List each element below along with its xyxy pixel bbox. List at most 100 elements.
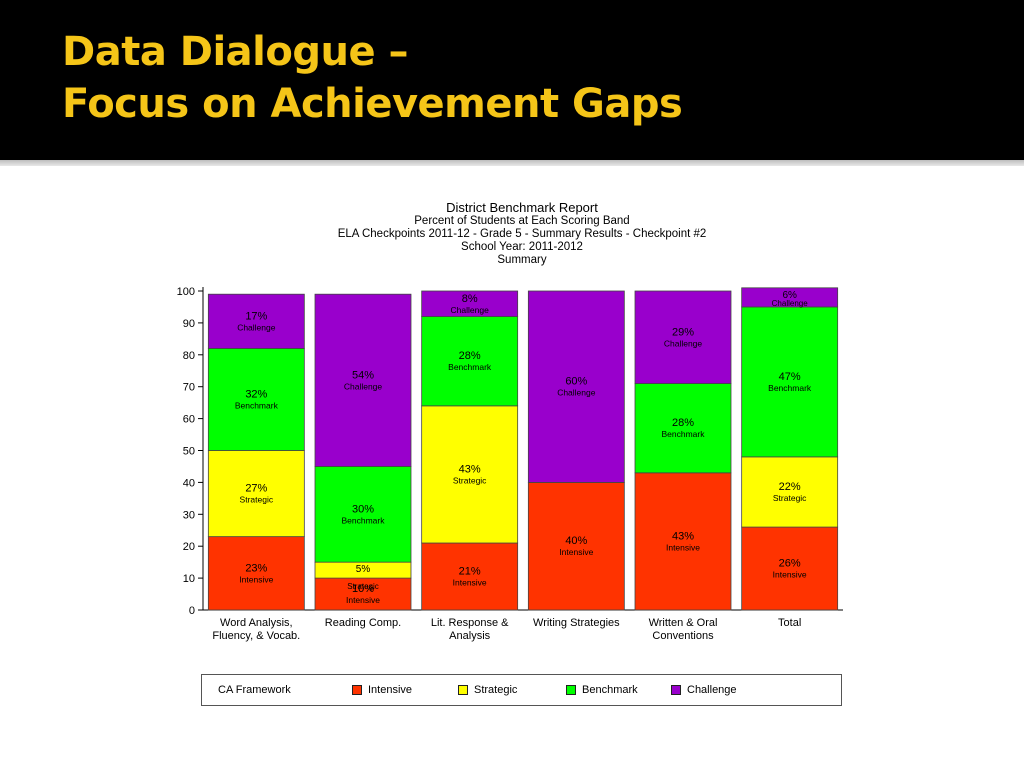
legend-swatch-intensive (352, 685, 362, 695)
data-label: 29% (672, 326, 694, 338)
slide-title-line-1: Data Dialogue – (62, 29, 409, 75)
report-title: District Benchmark Report (446, 200, 598, 215)
y-tick-label: 60 (183, 414, 195, 426)
data-label: 47% (779, 371, 801, 383)
data-label: 40% (565, 535, 587, 547)
x-tick-label: Fluency, & Vocab. (212, 630, 300, 642)
data-label: 28% (459, 350, 481, 362)
y-tick-label: 10 (183, 573, 195, 585)
data-label-band: Challenge (557, 388, 596, 398)
legend-item-challenge: Challenge (671, 684, 737, 696)
legend-label-intensive: Intensive (368, 684, 413, 696)
bar-segment (421, 542, 519, 611)
data-label-band: Challenge (772, 299, 809, 308)
x-tick-label: Writing Strategies (533, 617, 620, 629)
header-divider (0, 160, 1024, 166)
y-tick-label: 0 (189, 605, 195, 617)
x-tick-label: Conventions (652, 630, 714, 642)
data-label-band: Strategic (240, 495, 274, 505)
data-label-band: Benchmark (662, 429, 706, 439)
x-tick-label: Lit. Response & (431, 617, 509, 629)
bar-segment (207, 536, 305, 611)
data-label: 32% (245, 388, 267, 400)
bar-segment (421, 316, 519, 407)
report-subtitle-1: Percent of Students at Each Scoring Band (414, 215, 630, 227)
chart-legend: CA Framework Intensive Strategic Benchma… (201, 674, 842, 706)
bar-segment (634, 290, 732, 384)
data-label-band: Benchmark (448, 362, 492, 372)
legend-item-intensive: Intensive (352, 684, 412, 696)
report-subtitle-4: Summary (497, 254, 547, 266)
bar-segment (634, 472, 732, 611)
y-tick-label: 50 (183, 446, 195, 458)
data-label: 21% (459, 566, 481, 578)
bar-segment (527, 481, 625, 611)
data-label: 10% (352, 583, 374, 595)
y-tick-label: 30 (183, 509, 195, 521)
bar-segment (741, 287, 839, 308)
slide-title-line-2: Focus on Achievement Gaps (62, 81, 683, 127)
bar-segment (634, 383, 732, 474)
bar-segment (421, 405, 519, 544)
legend-swatch-challenge (671, 685, 681, 695)
data-label: 5% (356, 564, 371, 575)
slide-header (0, 0, 1024, 160)
bar-segment (741, 456, 839, 528)
data-label-band: Intensive (346, 595, 380, 605)
data-label-band: Intensive (666, 542, 700, 552)
data-label: 6% (782, 290, 797, 301)
y-tick-label: 20 (183, 541, 195, 553)
data-label-band: Challenge (451, 305, 490, 315)
data-label: 60% (565, 376, 587, 388)
y-tick-label: 90 (183, 318, 195, 330)
legend-label-strategic: Strategic (474, 684, 518, 696)
bar-segment (421, 290, 519, 317)
data-label-band: Challenge (664, 338, 703, 348)
data-label-band: Intensive (559, 547, 593, 557)
data-label: 22% (779, 481, 801, 493)
y-tick-label: 80 (183, 350, 195, 362)
report-titles: District Benchmark Report Percent of Stu… (322, 200, 722, 267)
data-label: 17% (245, 310, 267, 322)
legend-swatch-strategic (458, 685, 468, 695)
data-label-band: Strategic (453, 475, 487, 485)
bar-segment (207, 348, 305, 451)
data-label: 30% (352, 503, 374, 515)
bar-segment (207, 293, 305, 349)
data-label: 8% (462, 293, 478, 305)
bar-segment (314, 466, 412, 563)
data-label-band: Intensive (239, 574, 273, 584)
data-label-band: Strategic (347, 582, 379, 591)
slide-title: Data Dialogue – Focus on Achievement Gap… (62, 26, 683, 130)
bar-segment (527, 290, 625, 483)
data-label-band: Benchmark (768, 383, 812, 393)
data-label-band: Challenge (344, 381, 383, 391)
data-label-band: Benchmark (235, 400, 279, 410)
bar-segment (314, 293, 412, 467)
x-tick-label: Written & Oral (649, 617, 718, 629)
data-label-band: Intensive (453, 578, 487, 588)
data-label: 54% (352, 369, 374, 381)
legend-swatch-benchmark (566, 685, 576, 695)
x-tick-label: Reading Comp. (325, 617, 401, 629)
data-label: 27% (245, 483, 267, 495)
x-tick-label: Total (778, 617, 801, 629)
data-label: 23% (245, 562, 267, 574)
data-label-band: Strategic (773, 493, 807, 503)
bar-segment (741, 526, 839, 611)
legend-caption: CA Framework (218, 684, 291, 696)
data-label-band: Intensive (773, 570, 807, 580)
x-tick-label: Analysis (449, 630, 490, 642)
data-label: 28% (672, 417, 694, 429)
bar-segment (314, 577, 412, 611)
legend-item-strategic: Strategic (458, 684, 517, 696)
bar-segment (741, 306, 839, 458)
legend-label-benchmark: Benchmark (582, 684, 638, 696)
data-label: 26% (779, 558, 801, 570)
report-subtitle-3: School Year: 2011-2012 (461, 241, 583, 253)
y-tick-label: 100 (177, 286, 195, 298)
report-subtitle-2: ELA Checkpoints 2011-12 - Grade 5 - Summ… (337, 228, 707, 240)
x-tick-label: Word Analysis, (220, 617, 293, 629)
data-label: 43% (672, 530, 694, 542)
legend-item-benchmark: Benchmark (566, 684, 638, 696)
